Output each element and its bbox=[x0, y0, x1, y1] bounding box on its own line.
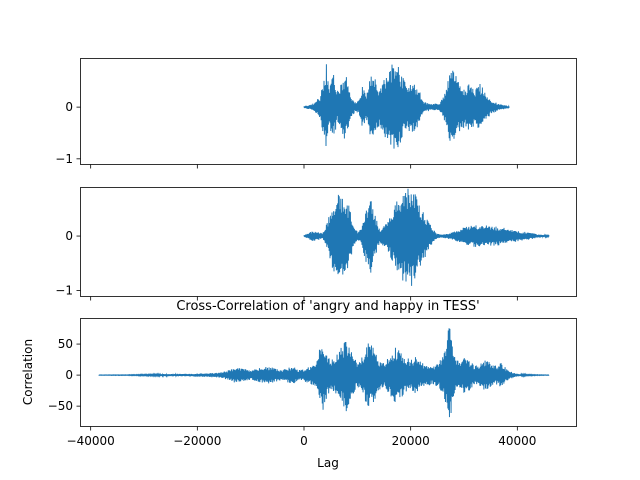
y-tick-label: 0 bbox=[65, 368, 73, 382]
x-axis-label: Lag bbox=[317, 456, 339, 470]
y-tick-label: 0 bbox=[65, 229, 73, 243]
y-tick-label: 50 bbox=[58, 337, 73, 351]
x-tick-label: 20000 bbox=[392, 434, 430, 448]
y-axis-label: Correlation bbox=[21, 339, 35, 405]
x-tick-label: 0 bbox=[300, 434, 308, 448]
subplot-bottom: −50 0 50 −40000 −20000 0 20000 40000 Cross-Cor… bbox=[21, 299, 577, 470]
subplot-middle: −1 0 bbox=[55, 187, 577, 301]
subplot-top: −1 0 bbox=[55, 58, 577, 169]
subplot-bottom-frame bbox=[80, 318, 577, 427]
y-tick-label: 0 bbox=[65, 100, 73, 114]
waveform-middle-trace bbox=[303, 188, 550, 286]
subplot-middle-frame bbox=[80, 187, 577, 297]
x-tick-label: −20000 bbox=[173, 434, 221, 448]
cross-correlation-trace bbox=[98, 328, 550, 418]
x-tick-label: 40000 bbox=[498, 434, 536, 448]
y-tick-label: −50 bbox=[48, 399, 73, 413]
y-tick-label: −1 bbox=[55, 152, 73, 166]
chart-title: Cross-Correlation of 'angry and happy in… bbox=[176, 299, 479, 314]
waveform-top-trace bbox=[303, 64, 510, 149]
y-tick-label: −1 bbox=[55, 284, 73, 298]
subplot-top-frame bbox=[80, 58, 577, 165]
x-tick-label: −40000 bbox=[67, 434, 115, 448]
